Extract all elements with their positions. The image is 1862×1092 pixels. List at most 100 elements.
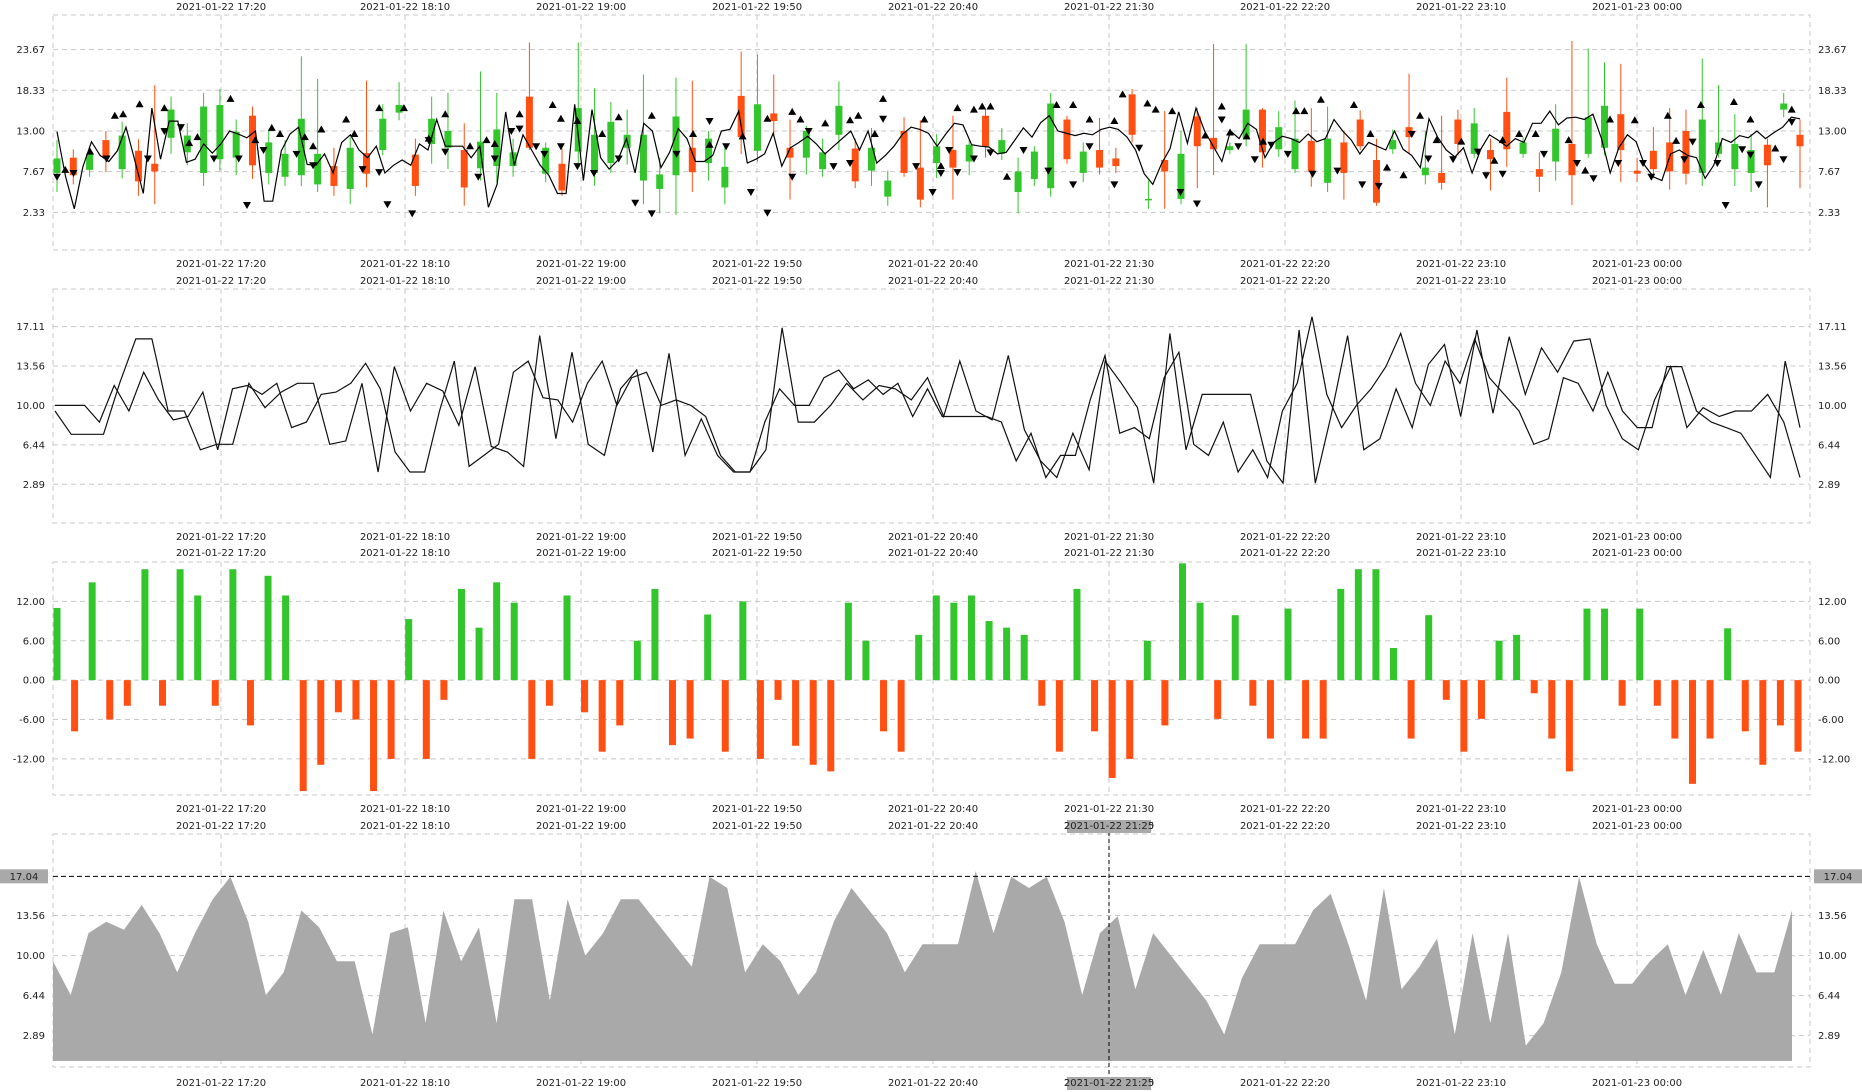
marker-down <box>788 173 797 181</box>
x-tick-label-top: 2021-01-22 17:20 <box>176 821 266 832</box>
marker-down <box>672 150 681 158</box>
y-tick-label-left: 6.00 <box>23 636 45 647</box>
y-tick-label-right: 10.00 <box>1818 951 1847 962</box>
marker-down <box>912 163 921 171</box>
y-tick-label-right: 23.67 <box>1818 45 1847 56</box>
candle-body <box>411 154 419 186</box>
x-tick-label-top: 2021-01-22 22:20 <box>1240 276 1330 287</box>
x-tick-label-top: 2021-01-22 17:20 <box>176 548 266 559</box>
marker-down <box>1680 156 1689 164</box>
crosshair-y-label-left: 17.04 <box>10 872 39 883</box>
marker-up <box>119 110 128 118</box>
x-tick-label-bottom: 2021-01-22 20:40 <box>888 1078 978 1089</box>
marker-up <box>548 101 557 109</box>
y-tick-label-left: 6.44 <box>23 991 45 1002</box>
y-tick-label-left: 2.89 <box>23 480 45 491</box>
candle-body <box>1747 150 1755 173</box>
y-tick-label-right: 12.00 <box>1818 597 1847 608</box>
y-tick-label-left: 6.44 <box>23 440 45 451</box>
marker-down <box>829 163 838 171</box>
y-tick-label-left: 7.67 <box>23 167 45 178</box>
candle-body <box>167 109 175 138</box>
bar-positive <box>1601 608 1609 681</box>
marker-up <box>1151 105 1160 113</box>
marker-up <box>1531 130 1540 138</box>
candle-body <box>884 180 892 197</box>
plot-frame <box>52 561 1811 796</box>
candle-body <box>444 130 452 148</box>
marker-down <box>589 169 598 177</box>
marker-up <box>647 111 656 119</box>
marker-up <box>1349 101 1358 109</box>
x-tick-label-bottom: 2021-01-22 19:00 <box>536 1078 626 1089</box>
marker-down <box>234 155 243 163</box>
bar-negative <box>1038 680 1046 706</box>
x-tick-label-top: 2021-01-22 21:30 <box>1064 276 1154 287</box>
bar-negative <box>106 680 114 720</box>
candle-body <box>1649 150 1657 170</box>
marker-up <box>350 130 359 138</box>
marker-up <box>689 130 698 138</box>
marker-up <box>160 104 169 112</box>
bar-positive <box>1003 627 1011 681</box>
bar-positive <box>1583 608 1591 681</box>
crosshair-y-badge-left <box>0 869 48 884</box>
bar-positive <box>1337 588 1345 681</box>
y-tick-label-right: 13.00 <box>1818 126 1847 137</box>
candle-body <box>1780 103 1788 110</box>
candle-body <box>525 96 533 148</box>
candle-body <box>1014 171 1022 193</box>
marker-down <box>1135 144 1144 152</box>
area-fill <box>53 871 1792 1061</box>
marker-down <box>631 199 640 207</box>
bar-negative <box>1126 680 1134 759</box>
marker-up <box>193 133 202 141</box>
candle-body <box>493 129 501 167</box>
marker-up <box>1118 90 1127 98</box>
marker-up <box>1787 105 1796 113</box>
bar-positive <box>651 588 659 681</box>
bar-positive <box>194 595 202 681</box>
candle-body <box>265 142 273 173</box>
bar-negative <box>1161 680 1169 726</box>
candle-body <box>379 118 387 151</box>
marker-up <box>1052 101 1061 109</box>
marker-down <box>746 189 755 197</box>
marker-down <box>160 127 169 135</box>
marker-down <box>763 209 772 217</box>
candle-body <box>1226 146 1234 151</box>
marker-up <box>515 110 524 118</box>
y-tick-label-left: 12.00 <box>16 597 45 608</box>
bar-positive <box>844 602 852 681</box>
marker-down <box>722 143 731 151</box>
candle-body <box>1079 151 1087 173</box>
marker-up <box>573 117 582 125</box>
y-tick-label-left: 0.00 <box>23 676 45 687</box>
candle-body <box>1763 144 1771 166</box>
x-tick-label-bottom: 2021-01-22 17:20 <box>176 1078 266 1089</box>
candle-body <box>770 113 778 122</box>
bar-negative <box>1266 680 1274 739</box>
marker-up <box>300 133 309 141</box>
bar-negative <box>1460 680 1468 752</box>
x-tick-label-top: 2021-01-22 19:50 <box>712 821 802 832</box>
marker-up <box>920 115 929 123</box>
bar-negative <box>1688 680 1696 784</box>
marker-down <box>1721 201 1730 209</box>
candle-body <box>786 147 794 158</box>
candle-body <box>1601 105 1609 148</box>
x-tick-label-bottom: 2021-01-23 00:00 <box>1592 804 1682 815</box>
y-tick-label-left: 13.00 <box>16 126 45 137</box>
candle-body <box>1324 138 1332 183</box>
panel-1: 23.67 23.67 18.33 18.33 13.00 13.00 7.67 7.67 2.… <box>16 2 1846 270</box>
marker-up <box>1416 111 1425 119</box>
x-tick-label-bottom: 2021-01-22 18:10 <box>360 532 450 543</box>
marker-up <box>978 102 987 110</box>
bar-positive <box>1178 563 1186 681</box>
marker-up <box>135 100 144 108</box>
candle-body <box>1568 143 1576 176</box>
marker-down <box>879 115 888 123</box>
x-tick-label-bottom: 2021-01-22 20:40 <box>888 259 978 270</box>
marker-down <box>507 127 516 135</box>
marker-up <box>1399 171 1408 179</box>
